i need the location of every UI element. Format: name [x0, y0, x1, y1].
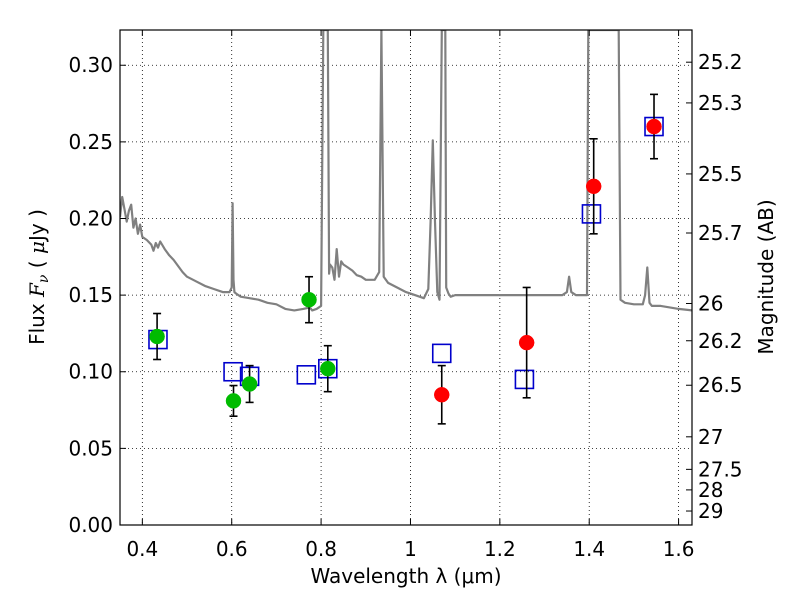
y2-tick-label: 25.2	[698, 50, 743, 74]
y-tick-label: 0.15	[68, 283, 113, 307]
y-axis-title-flux: Flux	[25, 297, 49, 345]
y2-tick-label: 25.7	[698, 221, 743, 245]
y2-tick-label: 25.3	[698, 91, 743, 115]
points-layer	[148, 93, 664, 425]
x-tick-label: 1.6	[663, 537, 695, 561]
y2-tick-label: 26	[698, 291, 723, 315]
y2-tick-label: 27	[698, 425, 723, 449]
green-point-marker	[225, 393, 242, 409]
y2-tick-label: 26.5	[698, 373, 743, 397]
blue-square-marker	[431, 343, 452, 364]
y-tick-label: 0.25	[68, 130, 113, 154]
spectrum-layer	[120, 30, 692, 312]
y-tick-labels: 0.00 0.05 0.10 0.15 0.20 0.25 0.30	[68, 53, 113, 537]
y2-tick-label: 27.5	[698, 457, 743, 481]
y-axis-title: Flux Fν ( μJy )	[25, 209, 52, 345]
blue-square-marker	[514, 369, 535, 390]
x-tick-label: 1	[404, 537, 417, 561]
red-point-marker	[646, 118, 662, 135]
x-tick-label: 0.6	[216, 537, 248, 561]
y2-tick-label: 28	[698, 478, 723, 502]
blue-square-marker	[296, 365, 317, 385]
y-axis-title-paren: (	[25, 254, 49, 275]
x-tick-label: 0.8	[305, 537, 337, 561]
x-tick-labels: 0.4 0.6 0.8 1 1.2 1.4 1.6	[126, 537, 694, 561]
blue-square-marker	[223, 361, 243, 382]
y2-tick-label: 29	[698, 499, 723, 523]
model-spectrum-line	[120, 30, 692, 312]
red-point-marker	[518, 334, 535, 351]
y2-tick-label: 25.5	[698, 162, 743, 186]
plot-frame	[119, 29, 693, 526]
green-point-marker	[241, 376, 258, 392]
y-tick-label: 0.10	[68, 360, 113, 384]
x-tick-label: 1.4	[573, 537, 605, 561]
grid	[120, 30, 692, 526]
y-tick-label: 0.00	[68, 513, 113, 537]
y-axis-title-mu: μ	[25, 241, 49, 254]
y-tick-label: 0.20	[68, 206, 113, 230]
red-point-marker	[434, 386, 450, 403]
y-axis-title-unit: Jy )	[25, 209, 49, 243]
green-point-marker	[320, 360, 336, 377]
red-point-marker	[585, 178, 602, 195]
x-tick-label: 1.2	[484, 537, 516, 561]
x-axis-title: Wavelength λ (μm)	[310, 564, 501, 588]
y-tick-label: 0.30	[68, 53, 113, 77]
green-point-marker	[301, 291, 317, 308]
green-point-marker	[149, 328, 165, 345]
blue-square-marker	[581, 204, 602, 224]
y2-tick-label: 26.2	[698, 329, 743, 353]
x-tick-label: 0.4	[126, 537, 158, 561]
axis-ticks	[120, 30, 692, 526]
y2-axis-title: Magnitude (AB)	[754, 199, 778, 354]
y-axis-title-nu: ν	[36, 274, 52, 283]
y-tick-label: 0.05	[68, 436, 113, 460]
y-axis-title-f: F	[25, 282, 49, 298]
